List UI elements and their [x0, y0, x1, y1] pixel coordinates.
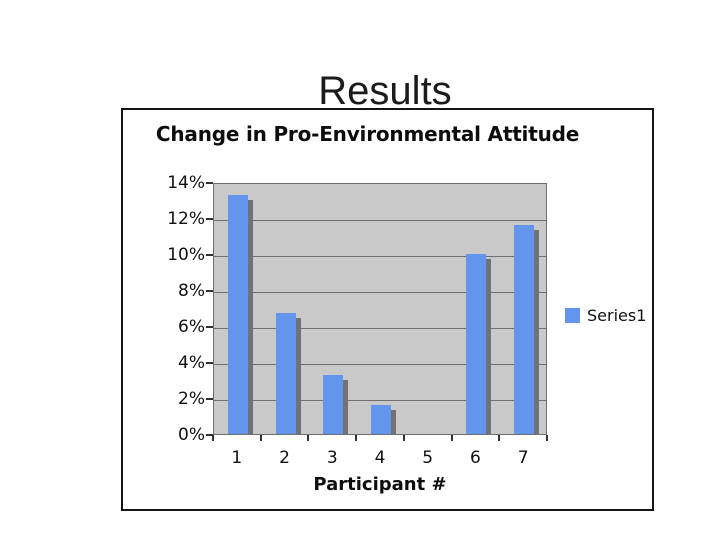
- x-axis-tick: [355, 435, 358, 441]
- x-axis-tick: [259, 435, 262, 441]
- y-tick-label: 2%: [178, 389, 205, 409]
- y-tick-label: 14%: [167, 173, 205, 193]
- gridline: [214, 292, 546, 293]
- y-axis-tick: [206, 326, 213, 328]
- y-tick-label: 10%: [167, 245, 205, 265]
- x-axis-tick: [498, 435, 501, 441]
- bar-shadow: [534, 230, 540, 434]
- x-tick-label: 6: [470, 448, 481, 468]
- x-axis-tick: [402, 435, 405, 441]
- x-tick-label: 5: [422, 448, 434, 468]
- gridline: [214, 256, 546, 257]
- y-tick-label: 0%: [178, 425, 205, 445]
- bar-participant-3: [323, 374, 344, 434]
- x-tick-label: 2: [279, 448, 290, 468]
- bar-shadow: [343, 379, 349, 434]
- legend: Series1: [565, 306, 646, 325]
- y-axis-tick: [206, 182, 213, 184]
- y-axis-tick: [206, 254, 213, 256]
- x-axis-tick: [546, 435, 548, 441]
- y-tick-label: 6%: [178, 317, 205, 337]
- y-axis-tick: [206, 362, 213, 364]
- x-axis-tick: [450, 435, 453, 441]
- x-tick-label: 1: [231, 448, 243, 468]
- bar-shadow: [486, 259, 492, 434]
- x-axis-title: Participant #: [313, 474, 447, 495]
- gridline: [214, 220, 546, 221]
- bar-shadow: [295, 318, 301, 434]
- x-tick-label: 4: [374, 448, 386, 468]
- x-axis-tick: [212, 435, 214, 441]
- x-tick-label: 3: [326, 448, 338, 468]
- y-tick-label: 12%: [167, 209, 205, 229]
- x-axis-tick: [307, 435, 310, 441]
- x-tick-label: 7: [517, 448, 529, 468]
- bar-participant-2: [275, 313, 296, 434]
- y-axis-tick: [206, 398, 213, 400]
- gridline: [214, 400, 546, 401]
- y-axis-tick: [206, 290, 213, 292]
- gridline: [214, 364, 546, 365]
- y-tick-label: 8%: [178, 281, 205, 301]
- legend-swatch-icon: [565, 308, 580, 323]
- plot-area: [213, 183, 547, 435]
- bar-participant-4: [371, 405, 391, 434]
- legend-label: Series1: [587, 306, 647, 325]
- bar-participant-1: [227, 194, 248, 434]
- y-axis-tick: [206, 434, 213, 436]
- bar-shadow: [247, 199, 253, 434]
- bar-participant-6: [466, 254, 487, 434]
- chart-title: Change in Pro-Environmental Attitude: [155, 122, 580, 146]
- gridline: [214, 328, 546, 329]
- slide-title: Results: [318, 68, 452, 113]
- bar-participant-7: [514, 225, 535, 434]
- y-tick-label: 4%: [178, 353, 205, 373]
- bar-shadow: [391, 410, 396, 434]
- y-axis-tick: [206, 218, 213, 220]
- chart-object[interactable]: Change in Pro-Environmental Attitude 14%…: [121, 108, 654, 511]
